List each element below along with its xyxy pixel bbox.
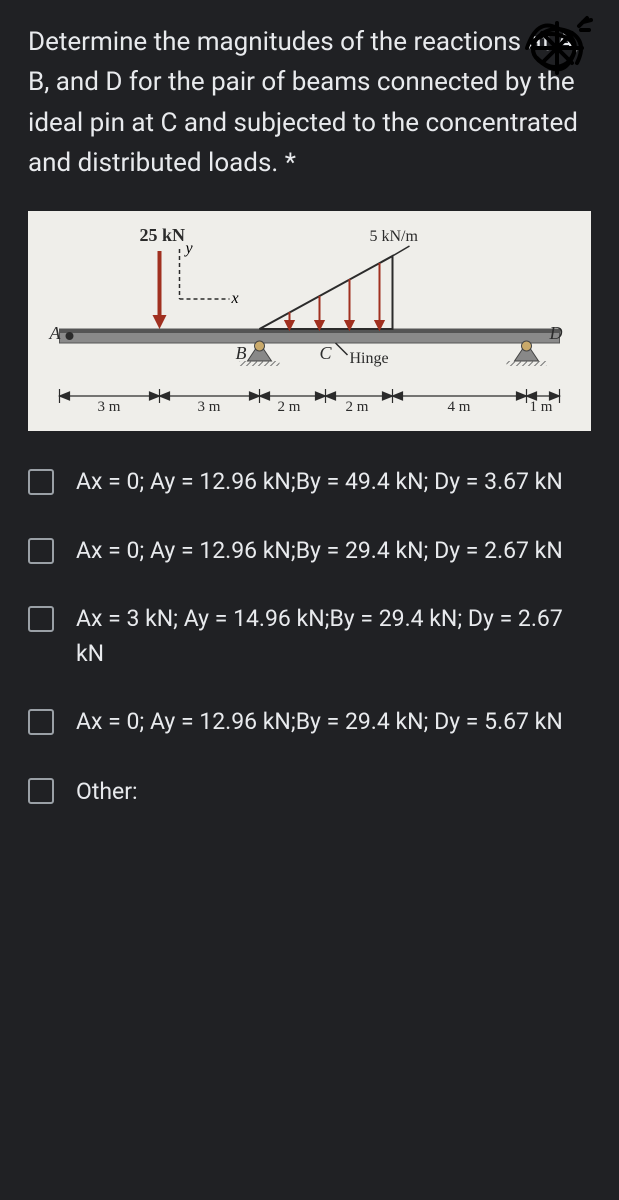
- checkbox[interactable]: [28, 778, 54, 804]
- dim-1: 3 m: [198, 399, 221, 415]
- dim-4: 4 m: [448, 399, 471, 415]
- checkbox[interactable]: [28, 606, 54, 632]
- label-c: C: [320, 343, 333, 363]
- dim-0: 3 m: [98, 399, 121, 415]
- option-text: Ax = 0; Ay = 12.96 kN;By = 29.4 kN; Dy =…: [76, 534, 563, 569]
- required-marker: *: [285, 148, 296, 178]
- option-text: Ax = 0; Ay = 12.96 kN;By = 29.4 kN; Dy =…: [76, 705, 563, 740]
- option-text: Ax = 0; Ay = 12.96 kN;By = 49.4 kN; Dy =…: [76, 465, 563, 500]
- label-a: A: [49, 323, 62, 343]
- dim-3: 2 m: [346, 399, 369, 415]
- beam-diagram: A B C Hinge D 25 kN y x: [28, 211, 591, 431]
- checkbox[interactable]: [28, 538, 54, 564]
- question-text: Determine the magnitudes of the reaction…: [0, 0, 619, 193]
- label-hinge: Hinge: [350, 350, 389, 367]
- label-x: x: [231, 290, 239, 307]
- option-row[interactable]: Ax = 0; Ay = 12.96 kN;By = 29.4 kN; Dy =…: [28, 705, 591, 740]
- dim-5: 1 m: [530, 399, 553, 415]
- dimension-line: [60, 389, 560, 403]
- dim-2: 2 m: [278, 399, 301, 415]
- label-y: y: [184, 240, 194, 257]
- question-body: Determine the magnitudes of the reaction…: [28, 27, 579, 178]
- label-d: D: [549, 323, 563, 343]
- checkbox[interactable]: [28, 709, 54, 735]
- option-text: Other:: [76, 775, 138, 810]
- option-row[interactable]: Ax = 3 kN; Ay = 14.96 kN;By = 29.4 kN; D…: [28, 602, 591, 671]
- label-b: B: [236, 343, 247, 363]
- options-list: Ax = 0; Ay = 12.96 kN;By = 49.4 kN; Dy =…: [0, 441, 619, 809]
- support-d: [507, 341, 547, 366]
- option-text: Ax = 3 kN; Ay = 14.96 kN;By = 29.4 kN; D…: [76, 602, 591, 671]
- checkbox[interactable]: [28, 469, 54, 495]
- option-row[interactable]: Ax = 0; Ay = 12.96 kN;By = 49.4 kN; Dy =…: [28, 465, 591, 500]
- node-a-dot: [66, 332, 74, 340]
- option-row[interactable]: Ax = 0; Ay = 12.96 kN;By = 29.4 kN; Dy =…: [28, 534, 591, 569]
- option-row-other[interactable]: Other:: [28, 774, 591, 810]
- distributed-load: [260, 246, 410, 329]
- point-load-arrow: [153, 251, 167, 329]
- label-distributed: 5 kN/m: [370, 228, 419, 245]
- label-point-load: 25 kN: [140, 225, 186, 245]
